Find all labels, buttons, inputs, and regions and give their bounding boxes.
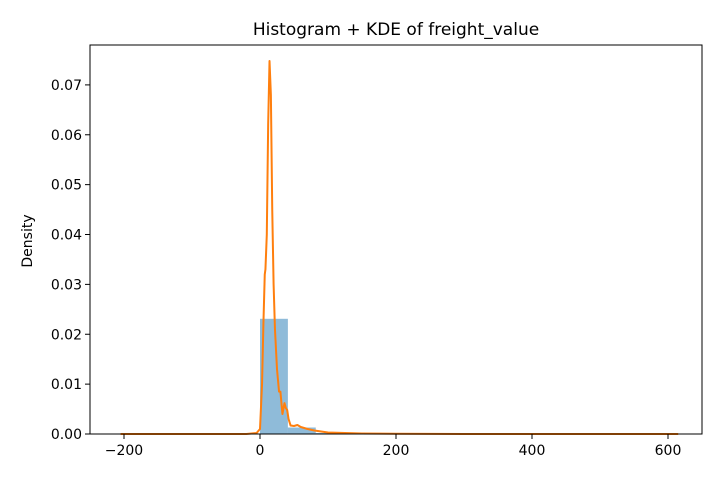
- x-axis: −200 0 200 400 600: [105, 434, 682, 459]
- chart-title: Histogram + KDE of freight_value: [253, 20, 539, 40]
- kde-line: [120, 59, 679, 435]
- histogram-bar-1: [287, 427, 316, 434]
- y-tick-label-5: 0.05: [51, 178, 82, 194]
- y-tick-label-6: 0.06: [51, 128, 82, 144]
- y-tick-label-4: 0.04: [51, 228, 82, 244]
- kde-layer: [120, 59, 679, 435]
- y-axis: 0.00 0.01 0.02 0.03 0.04 0.05 0.06 0.07: [51, 78, 90, 443]
- y-tick-label-1: 0.01: [51, 377, 82, 393]
- x-tick-label-4: 600: [655, 443, 682, 459]
- y-tick-label-7: 0.07: [51, 78, 82, 94]
- plot-frame: [89, 44, 703, 435]
- x-tick-label-3: 400: [519, 443, 546, 459]
- x-tick-label-0: −200: [105, 443, 143, 459]
- y-tick-label-3: 0.03: [51, 277, 82, 293]
- y-tick-label-0: 0.00: [51, 427, 82, 443]
- y-axis-label: Density: [20, 214, 36, 267]
- y-tick-label-2: 0.02: [51, 327, 82, 343]
- x-tick-label-1: 0: [256, 443, 265, 459]
- histogram-bar-0: [260, 318, 288, 434]
- x-tick-label-2: 200: [383, 443, 410, 459]
- histogram-bars: [260, 318, 400, 434]
